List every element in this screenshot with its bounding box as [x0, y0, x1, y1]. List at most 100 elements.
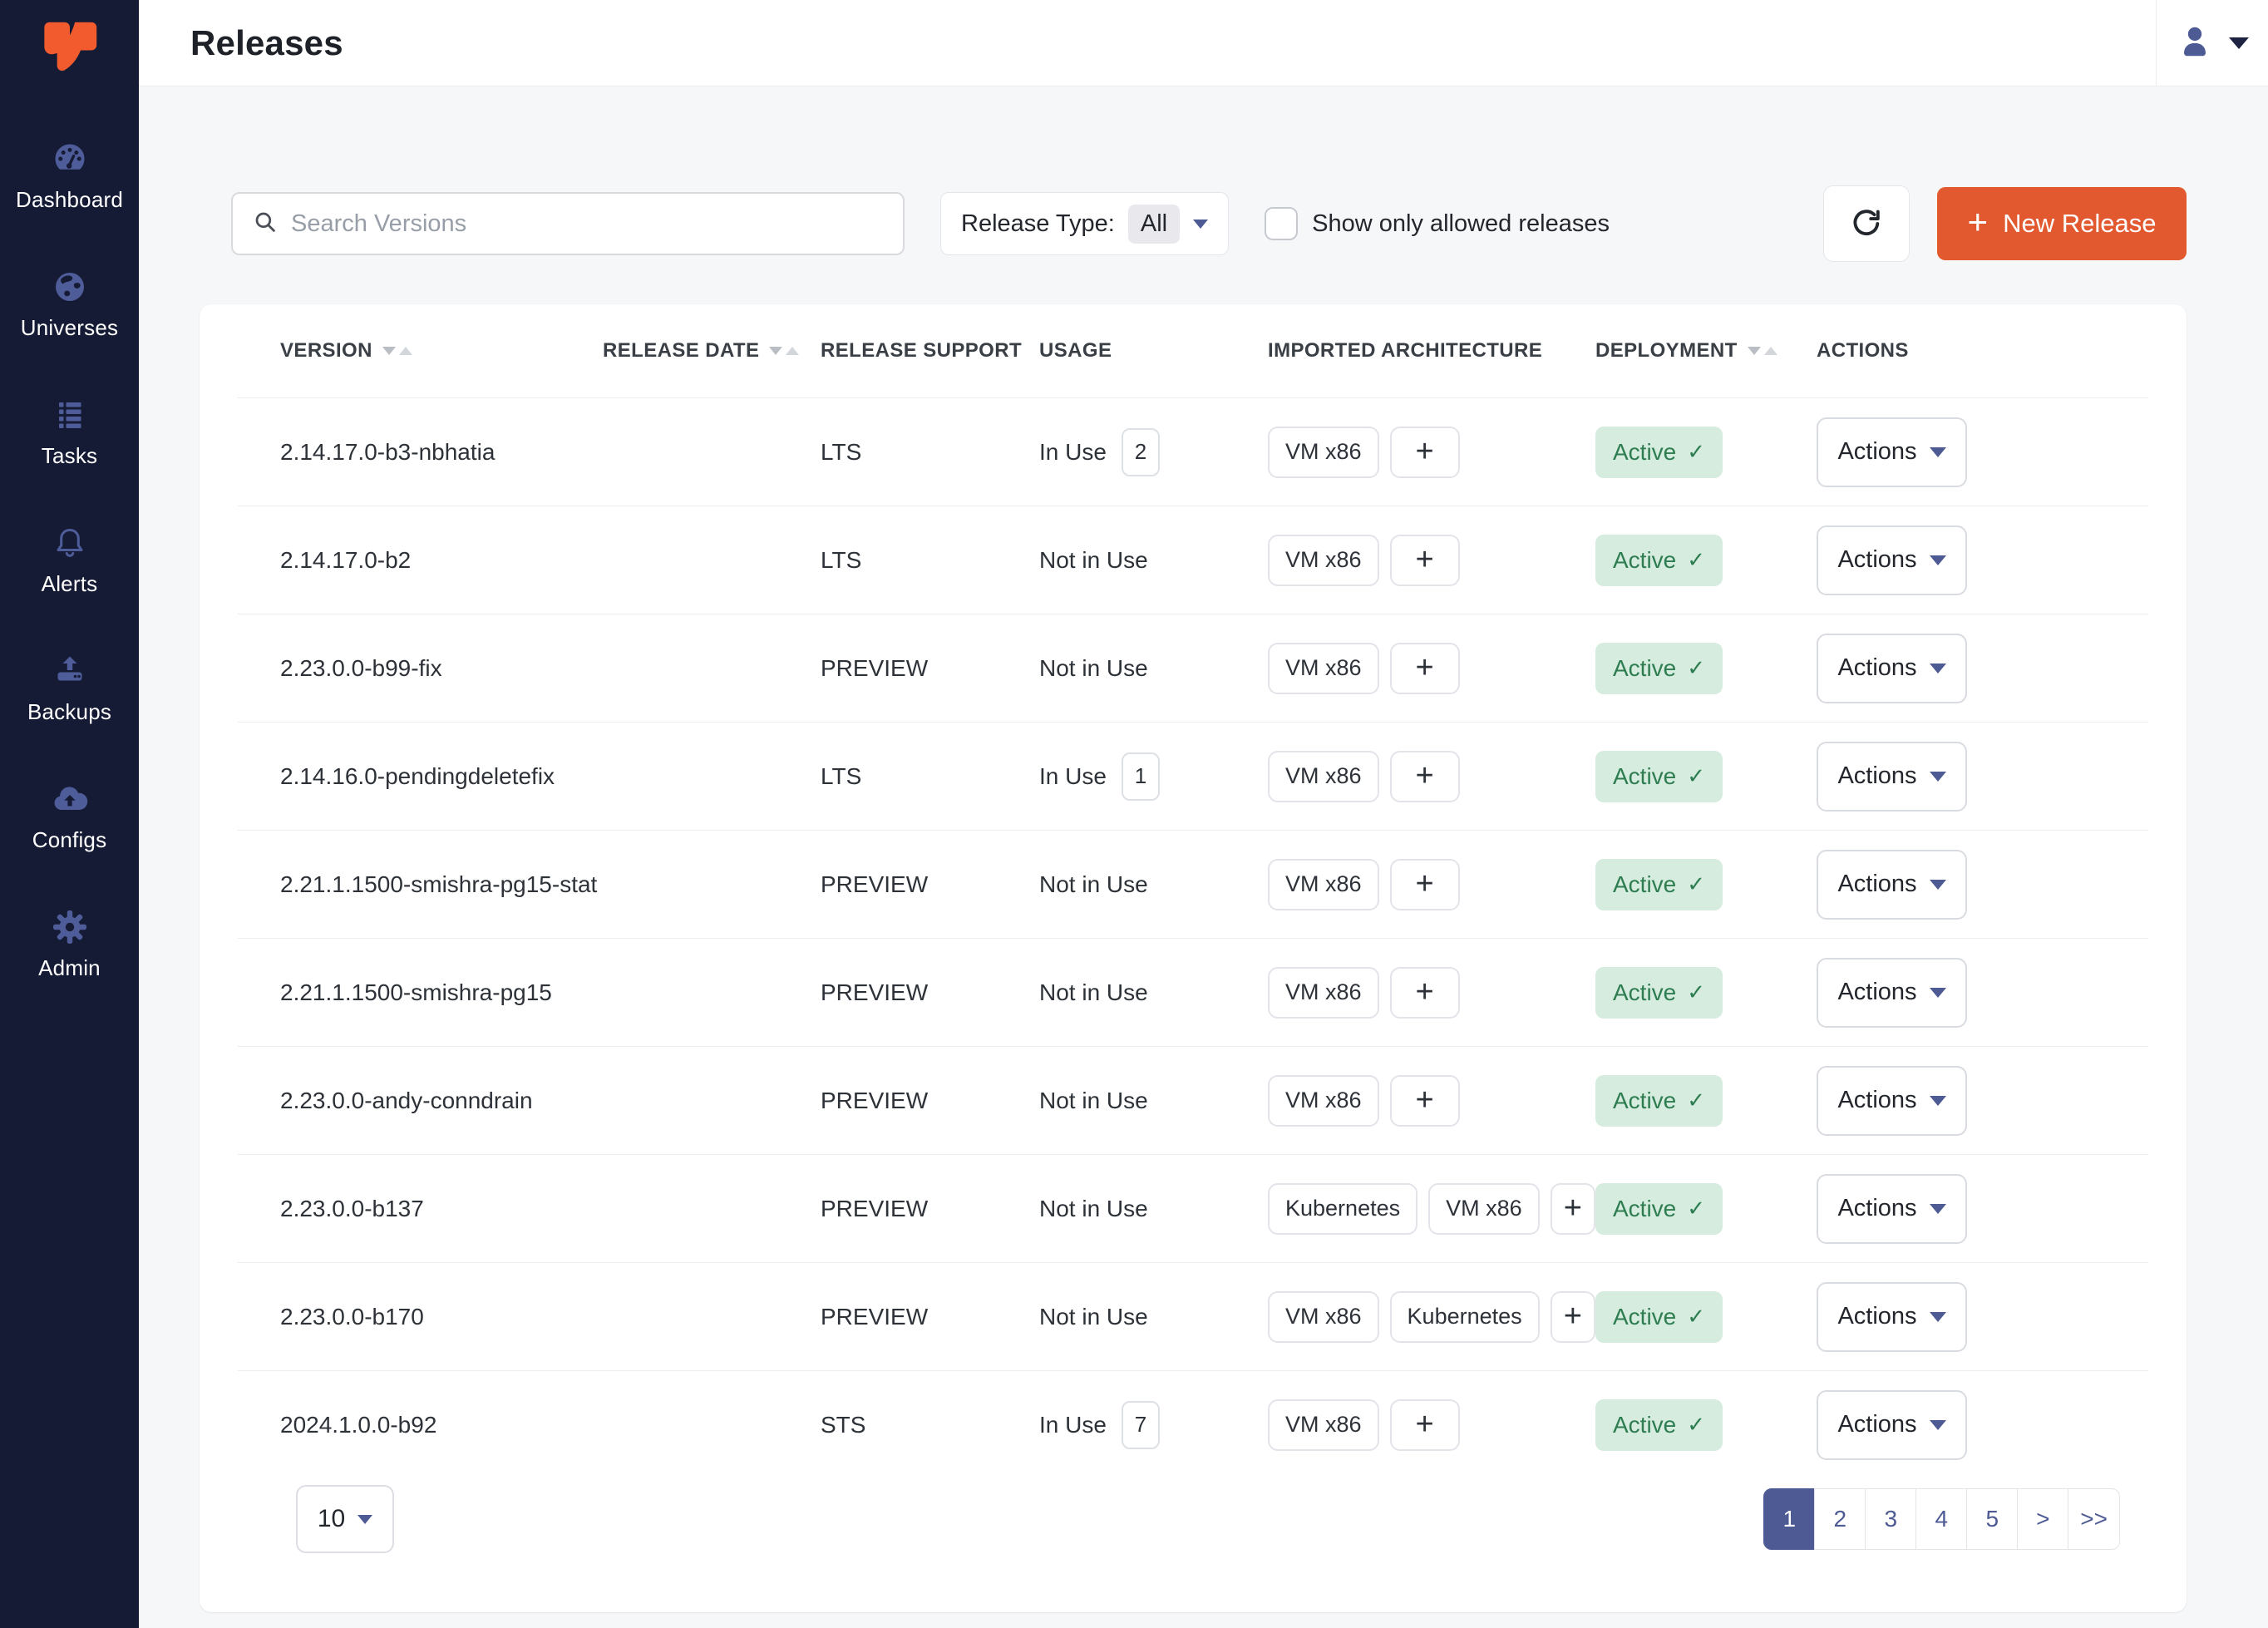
- actions-button-label: Actions: [1837, 1087, 1917, 1113]
- usage-count-badge[interactable]: 1: [1121, 752, 1160, 801]
- new-release-button[interactable]: + New Release: [1937, 187, 2187, 260]
- chevron-down-icon: [2229, 37, 2249, 49]
- add-architecture-button[interactable]: +: [1389, 534, 1460, 586]
- imported-architecture-cell: VM x86 Kubernetes +: [1268, 1290, 1595, 1343]
- user-icon: [2176, 22, 2214, 65]
- usage-label: Not in Use: [1039, 871, 1148, 897]
- chevron-down-icon: [1929, 987, 1946, 998]
- search-input[interactable]: [291, 210, 883, 238]
- sidebar: Dashboard Universes Tasks Alerts Backups…: [0, 0, 139, 1628]
- column-header-release-date: RELEASE DATE: [603, 339, 821, 363]
- deployment-status-badge: Active ✓: [1595, 1399, 1723, 1451]
- page-button-2[interactable]: 2: [1814, 1488, 1866, 1550]
- yugabyte-logo-icon[interactable]: [30, 12, 110, 91]
- table-row: 2.23.0.0-b99-fix PREVIEW Not in Use VM x…: [238, 614, 2148, 722]
- sidebar-item-admin[interactable]: Admin: [0, 906, 139, 981]
- row-actions-button[interactable]: Actions: [1817, 1173, 1967, 1244]
- show-only-allowed-label: Show only allowed releases: [1312, 210, 1610, 237]
- refresh-icon: [1849, 205, 1884, 243]
- sort-icons[interactable]: [769, 347, 800, 355]
- row-actions-button[interactable]: Actions: [1817, 1389, 1967, 1460]
- actions-button-label: Actions: [1837, 546, 1917, 573]
- table-row: 2.23.0.0-b170 PREVIEW Not in Use VM x86 K…: [238, 1262, 2148, 1370]
- version-cell: 2.23.0.0-b99-fix: [280, 654, 442, 681]
- page-button-last[interactable]: >>: [2068, 1488, 2120, 1550]
- plus-icon: +: [1967, 202, 1989, 241]
- row-actions-button[interactable]: Actions: [1817, 849, 1967, 920]
- deployment-status-badge: Active ✓: [1595, 966, 1723, 1019]
- row-actions-button[interactable]: Actions: [1817, 1281, 1967, 1352]
- deployment-status-badge: Active ✓: [1595, 858, 1723, 910]
- sidebar-item-label: Tasks: [41, 443, 98, 468]
- add-architecture-button[interactable]: +: [1389, 426, 1460, 478]
- row-actions-button[interactable]: Actions: [1817, 633, 1967, 703]
- page-button-3[interactable]: 3: [1865, 1488, 1917, 1550]
- page-button-5[interactable]: 5: [1966, 1488, 2019, 1550]
- page-button-next[interactable]: >: [2017, 1488, 2069, 1550]
- page-button-1[interactable]: 1: [1763, 1488, 1816, 1550]
- release-support-cell: LTS: [821, 762, 862, 789]
- row-actions-button[interactable]: Actions: [1817, 741, 1967, 812]
- add-architecture-button[interactable]: +: [1389, 750, 1460, 802]
- add-architecture-button[interactable]: +: [1550, 1290, 1595, 1343]
- sidebar-item-alerts[interactable]: Alerts: [0, 522, 139, 597]
- chevron-down-icon: [1929, 663, 1946, 673]
- sidebar-item-backups[interactable]: Backups: [0, 650, 139, 725]
- usage-label: Not in Use: [1039, 979, 1148, 1005]
- show-only-allowed-toggle[interactable]: Show only allowed releases: [1265, 207, 1610, 240]
- chevron-down-icon: [1929, 555, 1946, 565]
- sidebar-item-tasks[interactable]: Tasks: [0, 394, 139, 469]
- row-actions-button[interactable]: Actions: [1817, 417, 1967, 487]
- row-actions-button[interactable]: Actions: [1817, 525, 1967, 595]
- page-size-selector[interactable]: 10: [296, 1485, 394, 1553]
- add-architecture-button[interactable]: +: [1389, 966, 1460, 1019]
- release-type-value[interactable]: All: [1127, 204, 1181, 244]
- show-only-allowed-checkbox[interactable]: [1265, 207, 1299, 240]
- usage-count-badge[interactable]: 7: [1121, 1400, 1160, 1449]
- usage-cell: Not in Use: [1039, 1088, 1268, 1114]
- add-architecture-button[interactable]: +: [1389, 642, 1460, 694]
- deployment-status-badge: Active ✓: [1595, 426, 1723, 478]
- deployment-cell: Active ✓: [1595, 1399, 1817, 1451]
- deployment-cell: Active ✓: [1595, 426, 1817, 478]
- add-architecture-button[interactable]: +: [1389, 1399, 1460, 1451]
- sidebar-item-dashboard[interactable]: Dashboard: [0, 138, 139, 213]
- usage-label: Not in Use: [1039, 1195, 1148, 1221]
- usage-count-badge[interactable]: 2: [1121, 427, 1160, 476]
- usage-label: In Use: [1039, 438, 1107, 465]
- refresh-button[interactable]: [1823, 185, 1910, 262]
- releases-table-card: VERSION RELEASE DATE RELEASE SUPPORT USA…: [200, 304, 2187, 1612]
- usage-label: In Use: [1039, 1411, 1107, 1438]
- sidebar-item-configs[interactable]: Configs: [0, 778, 139, 853]
- user-menu[interactable]: [2156, 0, 2268, 86]
- add-architecture-button[interactable]: +: [1389, 1074, 1460, 1127]
- deployment-status-badge: Active ✓: [1595, 1290, 1723, 1343]
- toolbar: Release Type: All Show only allowed rele…: [200, 185, 2187, 262]
- deployment-status-badge: Active ✓: [1595, 642, 1723, 694]
- page-button-4[interactable]: 4: [1915, 1488, 1968, 1550]
- actions-button-label: Actions: [1837, 654, 1917, 681]
- architecture-chip: VM x86: [1428, 1182, 1540, 1235]
- architecture-chip: VM x86: [1268, 1290, 1379, 1343]
- sort-icons[interactable]: [1747, 347, 1777, 355]
- table-row: 2.23.0.0-andy-conndrain PREVIEW Not in U…: [238, 1046, 2148, 1154]
- row-actions-button[interactable]: Actions: [1817, 957, 1967, 1028]
- imported-architecture-cell: VM x86 +: [1268, 642, 1595, 694]
- add-architecture-button[interactable]: +: [1389, 858, 1460, 910]
- sort-icons[interactable]: [382, 347, 412, 355]
- table-row: 2.14.17.0-b3-nbhatia LTS In Use 2 VM x86…: [238, 397, 2148, 506]
- sidebar-item-universes[interactable]: Universes: [0, 266, 139, 341]
- version-cell: 2.21.1.1500-smishra-pg15: [280, 979, 552, 1005]
- globe-icon: [49, 266, 91, 308]
- add-architecture-button[interactable]: +: [1550, 1182, 1595, 1235]
- sort-desc-icon: [1747, 347, 1761, 355]
- release-support-cell: PREVIEW: [821, 1303, 929, 1330]
- version-cell: 2.14.17.0-b2: [280, 546, 412, 573]
- imported-architecture-cell: Kubernetes VM x86 +: [1268, 1182, 1595, 1235]
- check-icon: ✓: [1687, 439, 1706, 464]
- row-actions-button[interactable]: Actions: [1817, 1065, 1967, 1136]
- upload-drive-icon: [49, 650, 91, 692]
- imported-architecture-cell: VM x86 +: [1268, 426, 1595, 478]
- actions-cell: Actions: [1817, 1173, 2148, 1244]
- release-type-filter[interactable]: Release Type: All: [940, 192, 1230, 255]
